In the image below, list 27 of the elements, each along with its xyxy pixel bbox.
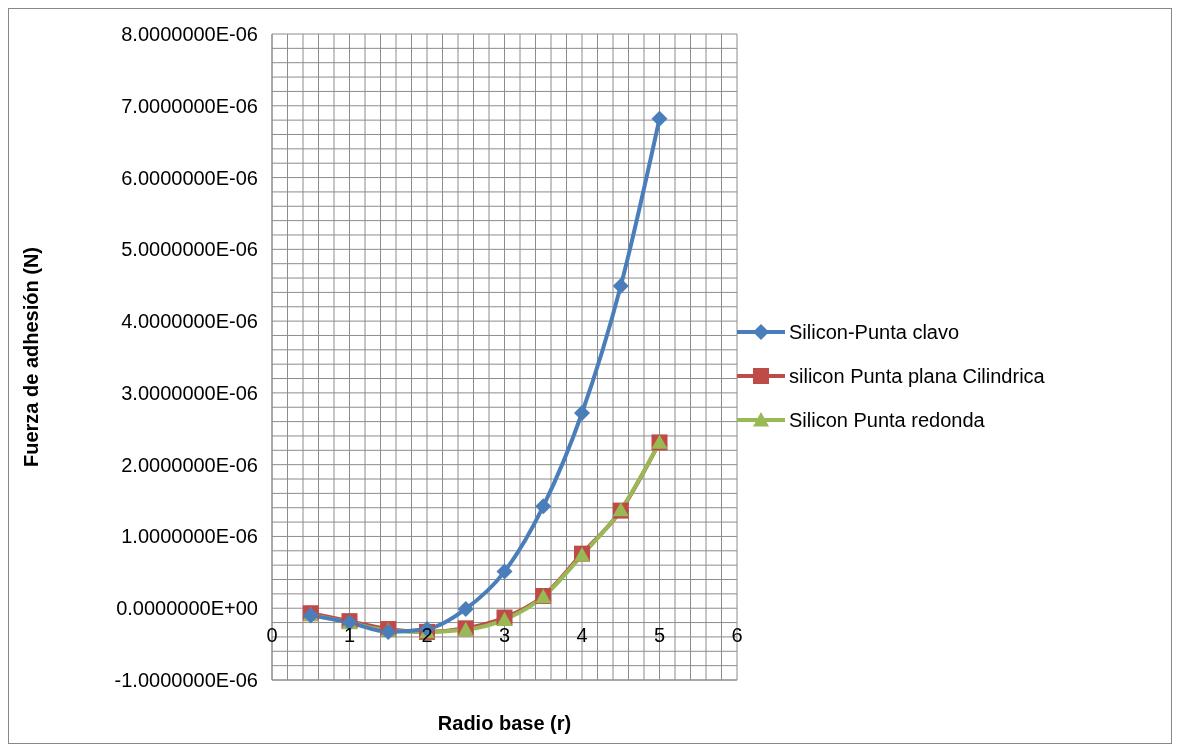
y-tick-label: 1.0000000E-06: [121, 525, 258, 548]
point: [496, 563, 513, 580]
x-tick-label: 6: [731, 624, 743, 646]
point: [651, 110, 668, 127]
point: [612, 277, 629, 294]
x-tick-label: 1: [343, 624, 356, 646]
y-tick-label: 7.0000000E-06: [121, 94, 258, 117]
y-tick-label: 8.0000000E-06: [121, 23, 258, 45]
y-tick-label: 0.0000000E+00: [116, 597, 258, 620]
y-tick-label: 4.0000000E-06: [121, 310, 258, 333]
y-axis-title: Fuerza de adhesión (N): [20, 246, 43, 468]
x-tick-label: 4: [576, 624, 588, 646]
point: [535, 498, 552, 515]
x-axis-title: Radio base (r): [437, 712, 572, 734]
x-tick-label: 5: [653, 624, 666, 646]
point: [574, 404, 590, 421]
x-tick-label: 0: [266, 624, 278, 646]
legend-label: silicon Punta plana Cilindrica: [789, 364, 1045, 388]
point: [457, 600, 474, 617]
x-tick-label: 3: [498, 624, 511, 646]
y-tick-label: 3.0000000E-06: [121, 381, 258, 404]
y-tick-label: 6.0000000E-06: [121, 166, 258, 189]
y-tick-label: 5.0000000E-06: [121, 238, 258, 261]
legend-label: Silicon-Punta clavo: [789, 320, 960, 344]
legend-label: Silicon Punta redonda: [789, 408, 985, 432]
y-tick-label: -1.0000000E-06: [114, 669, 258, 691]
y-tick-label: 2.0000000E-06: [121, 453, 258, 476]
